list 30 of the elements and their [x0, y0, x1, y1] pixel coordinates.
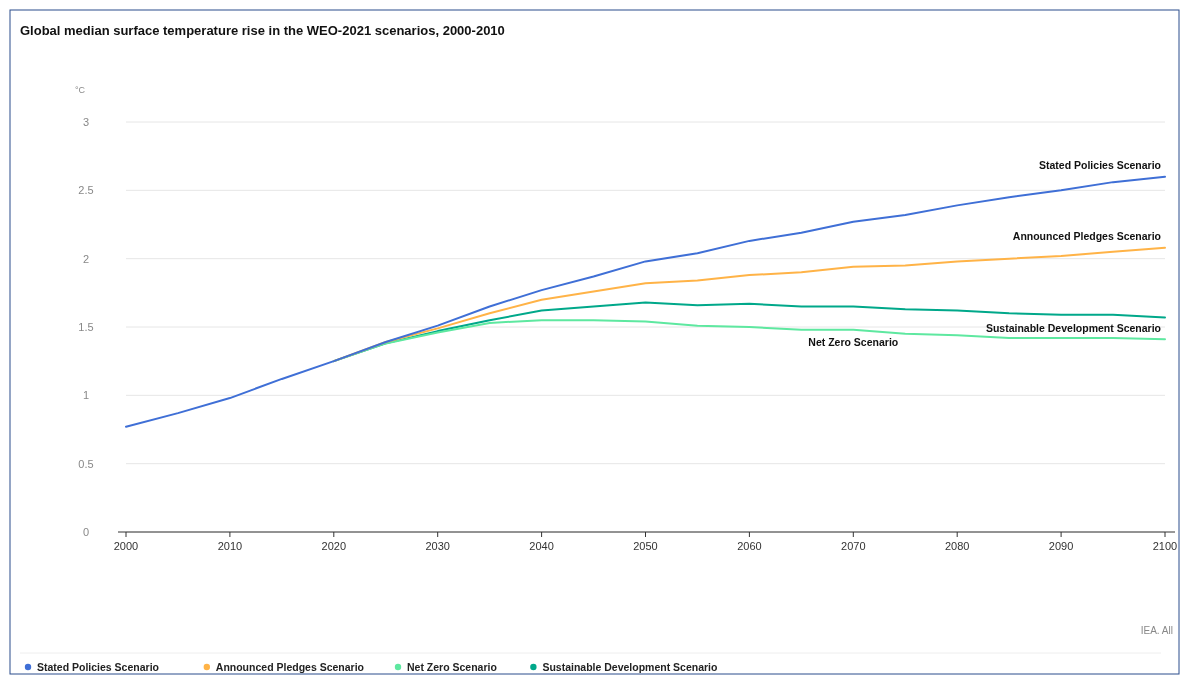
x-tick-label: 2050: [633, 540, 658, 552]
x-tick-label: 2080: [944, 540, 970, 552]
x-tick-label: 2090: [1048, 540, 1074, 552]
y-tick-label: 2: [82, 252, 90, 265]
x-tick-label: 2100: [1152, 540, 1178, 552]
chart-title: Global median surface temperature rise in the WEO-2021 scenarios, 2000-2010: [20, 23, 505, 38]
y-tick-label: 0.5: [78, 457, 94, 470]
legend-label: Stated Policies Scenario: [37, 660, 159, 673]
line-series: [125, 175, 1166, 428]
y-tick-label: 2.5: [78, 184, 94, 197]
text: Sustainable Development Scenario: [985, 322, 1161, 335]
y-axis-title: °C: [74, 85, 86, 95]
legend-label: Net Zero Scenario: [407, 660, 497, 673]
text: Net Zero Scenario: [808, 335, 899, 348]
text: Stated Policies Scenario: [1039, 158, 1161, 171]
x-tick-label: 2010: [217, 540, 243, 552]
y-tick-label: 1: [82, 389, 90, 402]
y-tick-label: 0: [82, 525, 90, 538]
legend-label: Sustainable Development Scenario: [542, 660, 718, 673]
text: Announced Pledges Scenario: [1012, 229, 1161, 242]
y-tick-label: 1.5: [78, 320, 94, 333]
legend-label: Announced Pledges Scenario: [215, 660, 364, 673]
y-tick-label: 3: [82, 115, 90, 128]
x-tick-label: 2020: [321, 540, 347, 552]
x-tick-label: 2070: [841, 540, 866, 552]
x-tick-label: 2040: [529, 540, 554, 552]
x-tick-label: 2060: [737, 540, 762, 552]
text: IEA. All: [1140, 625, 1173, 636]
x-tick-label: 2000: [113, 540, 139, 552]
x-tick-label: 2030: [425, 540, 450, 552]
